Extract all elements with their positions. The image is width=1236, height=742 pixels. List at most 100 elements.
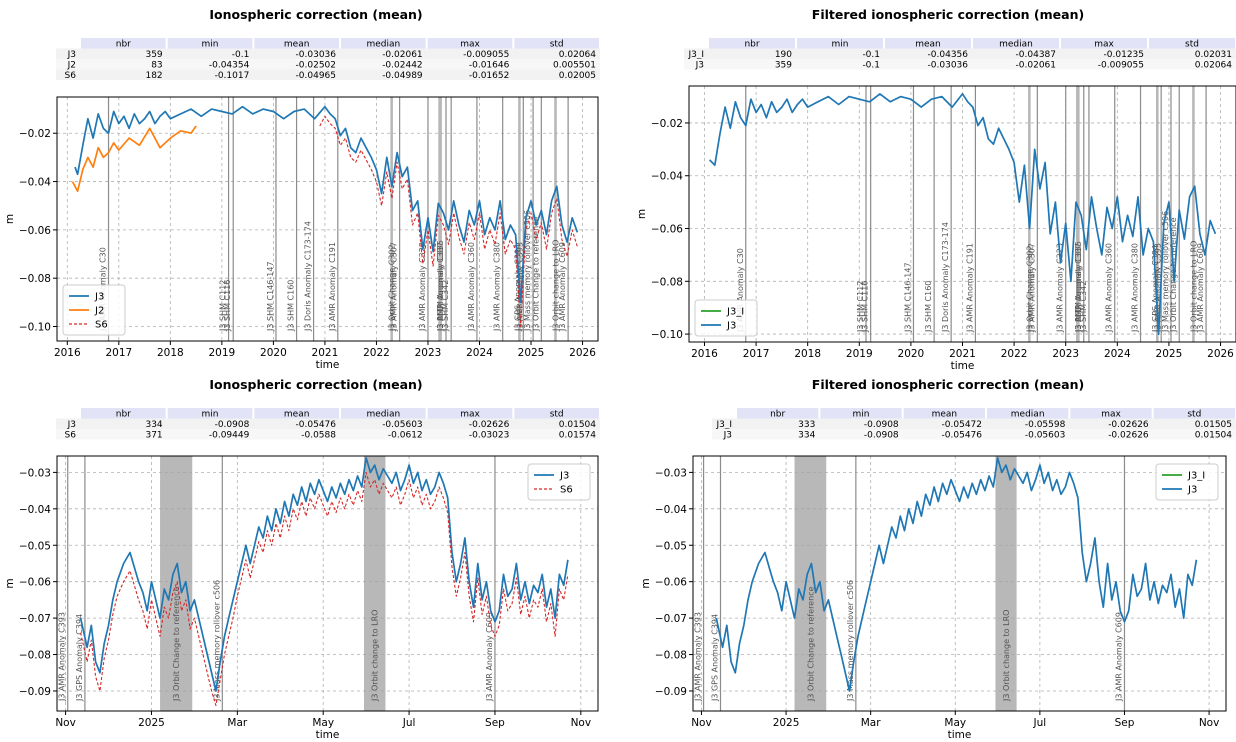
table-cell: -0.1 [862,50,880,60]
x-tick-label: 2026 [569,347,596,359]
event-label: J3 AMR Anomaly C380 [1131,243,1140,333]
y-tick-label: −0.07 [19,613,51,625]
x-axis: 2016 2017 2018 2019 2020 2021 2022 2023 2024 2025… [691,342,1234,360]
legend-label: J2 [94,306,104,317]
event-label: J3 Orbit change to LRO [551,240,560,332]
chart-title: Ionospheric correction (mean) [209,7,422,22]
x-tick-label: 2018 [157,347,184,359]
y-tick-label: −0.05 [19,540,51,552]
x-tick-label: 2026 [1207,348,1234,360]
table-cell: 0.02031 [1195,50,1232,60]
event-label: J3 AMR Anomaly C393 [1153,243,1162,333]
y-tick-label: −0.06 [19,225,51,237]
event-label: J3 AMR Anomaly C191 [328,242,337,332]
x-axis-label: time [316,359,340,371]
y-tick-label: −0.02 [19,128,51,140]
legend-box [527,463,591,501]
legend-label: J3 [726,321,736,332]
x-axis: Nov 2025 Mar May Jul Sep Nov [55,711,591,729]
table-header-cell: min [853,409,870,419]
y-axis: −0.03 −0.04 −0.05 −0.06 −0.07 −0.08 −0.09 [19,467,57,698]
series-lines [715,456,1198,692]
grid [693,456,1226,711]
y-tick-label: −0.02 [651,118,683,130]
x-tick-label: 2018 [794,348,821,360]
event-label: J3 GPS Anomaly C394 [710,614,719,702]
x-tick-label: 2025 [773,717,800,729]
chart-title: Ionospheric correction (mean) [209,377,422,392]
series-lines [708,93,1217,335]
event-label: J3 AMR Anomaly C609 [558,242,567,332]
event-label: J3 AMR Anomaly C393 [694,612,703,702]
table-cell: -0.05476 [942,430,983,440]
legend-label: S6 [95,320,108,331]
table-cell: -0.1 [232,50,250,60]
table-cell: -0.01646 [469,60,510,70]
table-row-label: S6 [65,71,77,81]
event-label: J3 AMR Anomaly C337 [1074,243,1083,333]
event-label: J3 Orbit Change C302 [1025,245,1034,333]
grid [57,97,598,341]
event-label: J3 Mass memory rollover c506 [846,580,855,702]
table-cell: 333 [798,420,815,430]
table-header-cell-bg [737,408,819,419]
table-header-cell-bg [903,408,985,419]
event-label: J3 SHM C342 [1079,281,1088,333]
table-header-cell-bg [254,38,339,49]
table-cell: 0.01574 [559,430,596,440]
legend-label: J3 [1187,485,1197,496]
table-header-cell-bg [341,408,426,419]
table-cell: 359 [145,50,162,60]
y-tick-label: −0.09 [655,686,687,698]
legend: J3_I J3 [1155,463,1219,501]
x-tick-label: May [312,717,334,729]
table-cell: -0.03036 [928,60,969,70]
event-label: J3 Orbit Change to reference [172,586,181,702]
series-lines [79,456,569,707]
table-header-cell: std [1187,409,1201,419]
event-label: J3 AMR Anomaly C393 [58,612,67,702]
table-header-cell-bg [427,38,513,49]
y-axis-label: m [4,214,16,224]
table-header-cell-bg [81,38,166,49]
event-label: J3 SHM C160 [287,280,296,332]
series-line-j3 [715,456,1198,692]
series-line-j3 [79,456,569,692]
table-header-cell-bg [709,38,795,49]
table-header-cell: nbr [116,39,131,49]
event-label: J3 AMR Anomaly C609 [1114,612,1123,702]
table-cell: 182 [145,71,162,81]
event-label: J3 AMR Anomaly C609 [1196,243,1205,333]
table-header-cell-bg [341,38,426,49]
y-tick-label: −0.10 [651,329,683,341]
x-tick-label: Nov [691,717,712,729]
legend-label: J3 [559,471,569,482]
table-header-cell-bg [973,38,1059,49]
table-header-cell: min [832,39,849,49]
x-tick-label: 2016 [691,348,718,360]
x-tick-label: May [944,717,966,729]
chart-title: Filtered ionospheric correction (mean) [812,377,1084,392]
x-tick-label: 2019 [846,348,873,360]
table-cell: 83 [151,60,162,70]
table-header-cell-bg [514,38,599,49]
stats-table: nbr min mean median max std J3 334 -0.0908 -0.054… [56,408,600,440]
table-header-cell: std [550,39,564,49]
table-cell: -0.04354 [209,60,250,70]
table-row-label: J3 [723,430,732,440]
table-cell: -0.03023 [469,430,509,440]
table-cell: -0.0908 [864,430,899,440]
x-tick-label: 2021 [949,348,976,360]
event-label: J3 Doris Anomaly C173-174 [941,222,950,333]
y-tick-label: −0.06 [655,577,687,589]
table-cell: -0.05476 [296,420,337,430]
x-tick-label: 2017 [743,348,770,360]
legend-box [1155,463,1219,501]
y-tick-label: −0.03 [655,467,687,479]
table-cell: 0.02064 [559,50,596,60]
table-cell: -0.05603 [1025,430,1065,440]
table-cell: -0.05603 [382,420,422,430]
table-cell: 190 [775,50,792,60]
chart-panel-2: Filtered ionospheric correction (mean) nb… [636,7,1236,372]
table-header-cell-bg [820,408,902,419]
